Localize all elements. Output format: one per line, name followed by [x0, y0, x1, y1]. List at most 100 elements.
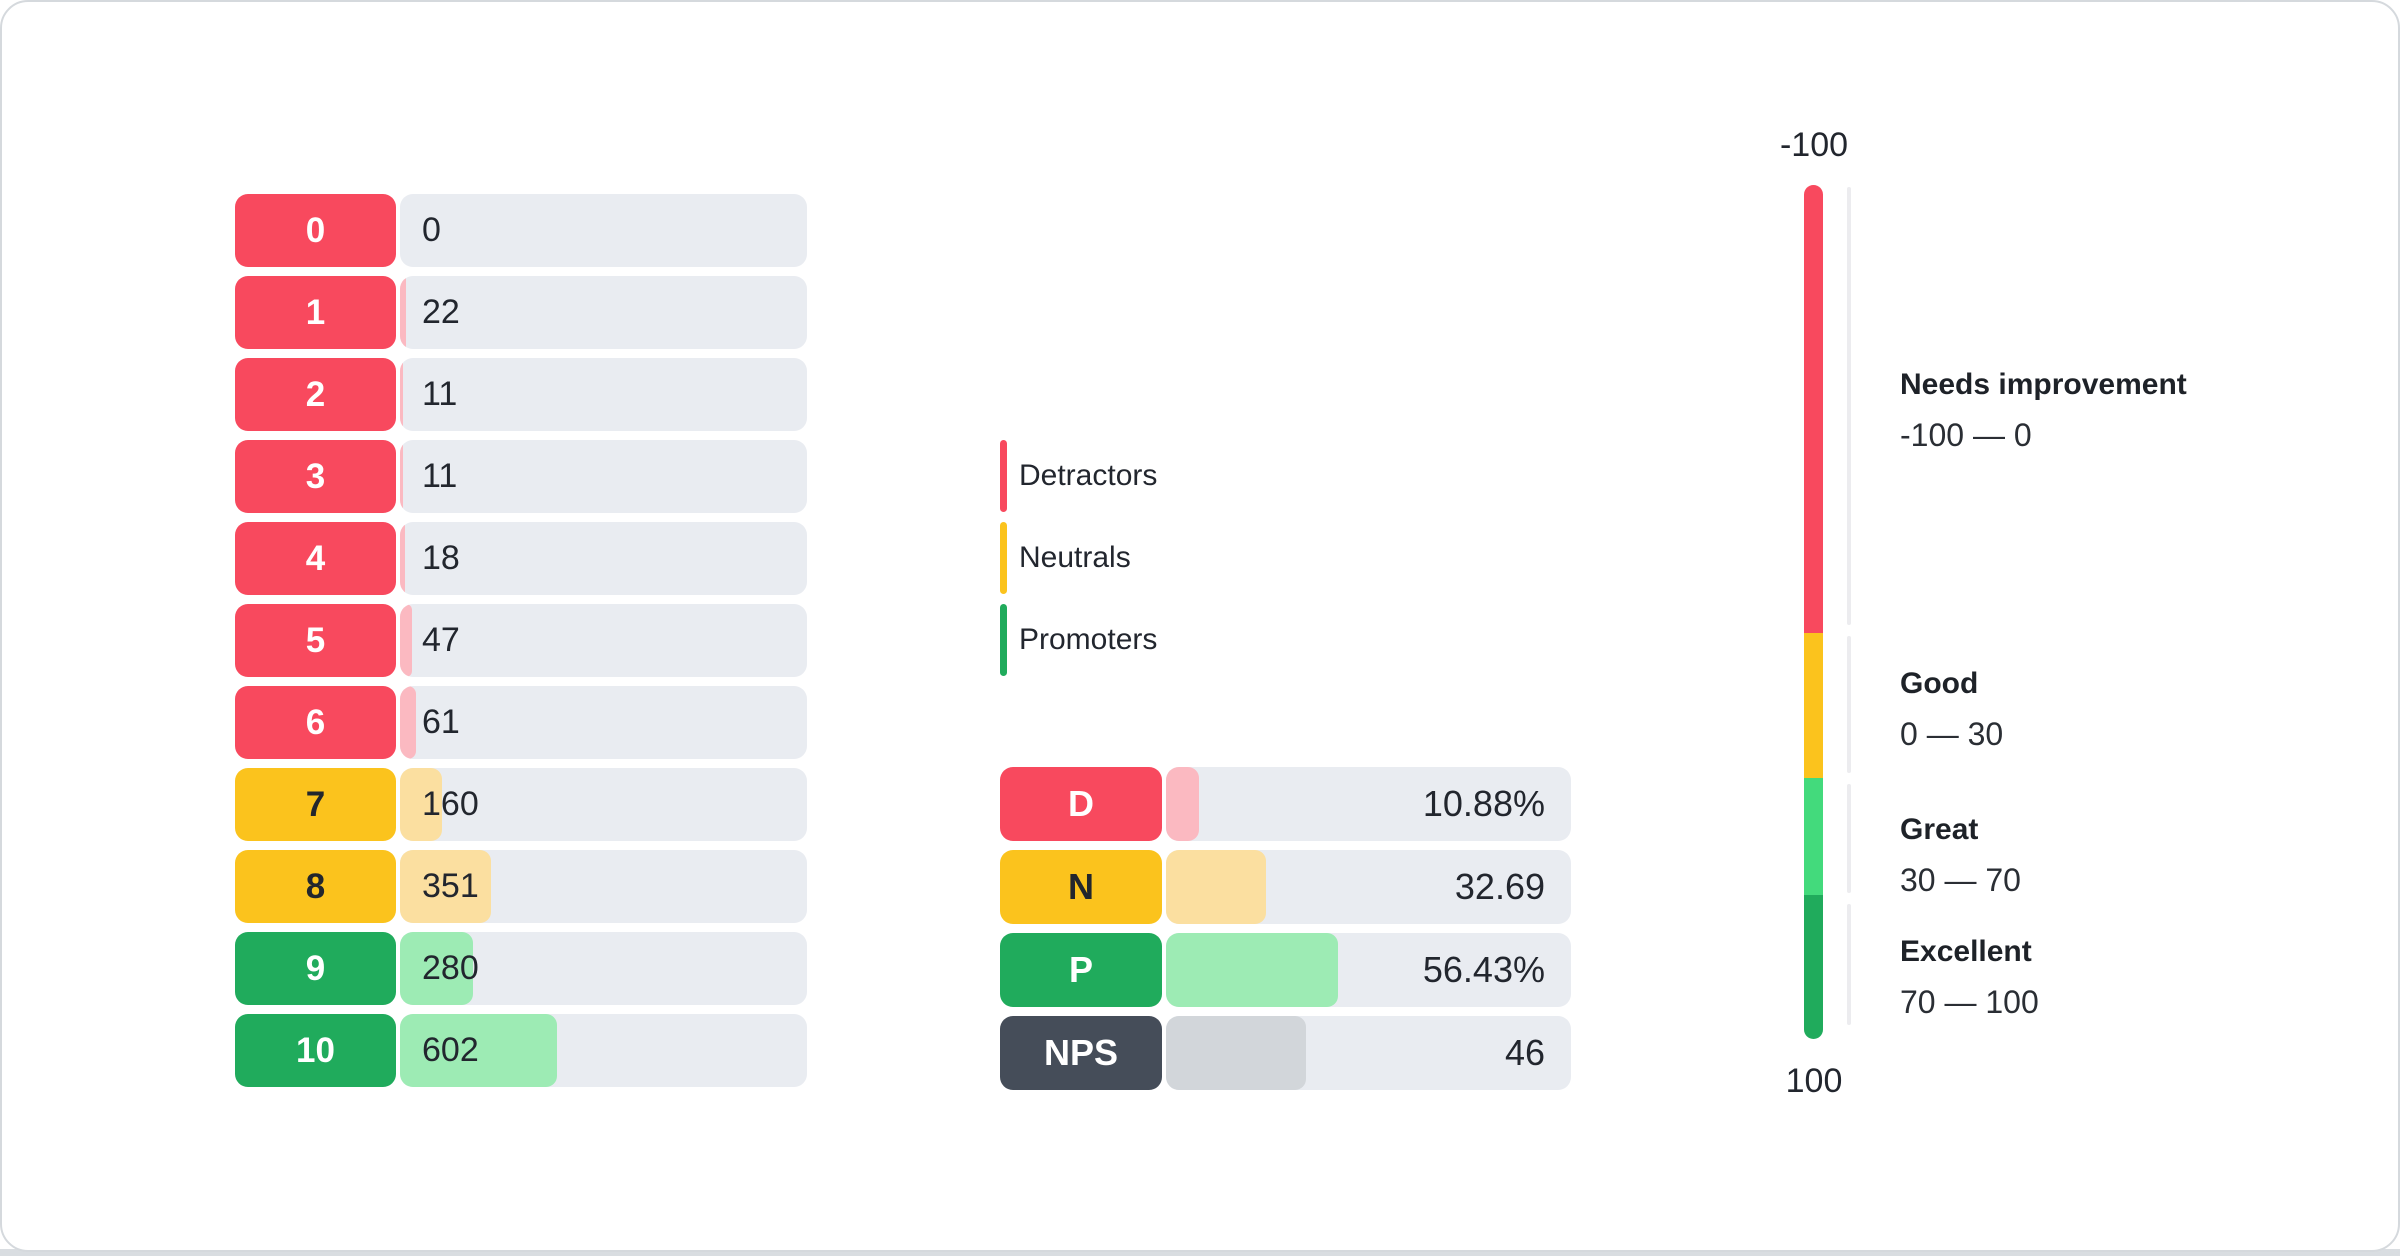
legend-label: Promoters: [1019, 623, 1158, 656]
score-track: 602: [400, 1014, 807, 1087]
gauge-bar: [1804, 185, 1823, 1039]
score-count: 351: [422, 867, 479, 905]
score-fill: [400, 1014, 557, 1087]
score-track: 0: [400, 194, 807, 267]
score-track: 61: [400, 686, 807, 759]
gauge-segment-needs-improvement: [1804, 185, 1823, 633]
score-count: 0: [422, 211, 441, 249]
score-badge: 9: [235, 932, 396, 1005]
score-row: 10 602: [235, 1014, 807, 1087]
summary-value: 32.69: [1454, 866, 1545, 907]
score-row: 4 18: [235, 522, 807, 595]
gauge-rail-segment: [1847, 904, 1851, 1025]
score-count: 18: [422, 539, 460, 577]
summary-value: 56.43%: [1422, 949, 1545, 990]
score-count: 11: [422, 375, 458, 413]
score-badge: 6: [235, 686, 396, 759]
score-track: 47: [400, 604, 807, 677]
score-badge: 5: [235, 604, 396, 677]
gauge-zone-label-good: Good 0 — 30: [1900, 664, 2003, 758]
score-row: 5 47: [235, 604, 807, 677]
promoters-swatch-icon: [1000, 604, 1007, 676]
summary-fill: [1166, 850, 1266, 924]
gauge-rail-segment: [1847, 187, 1851, 625]
score-track: 11: [400, 440, 807, 513]
score-track: 351: [400, 850, 807, 923]
score-badge: 10: [235, 1014, 396, 1087]
summary-fill: [1166, 1016, 1307, 1090]
score-track: 160: [400, 768, 807, 841]
score-row: 9 280: [235, 932, 807, 1005]
summary-row-detractors: D 10.88%: [1000, 767, 1571, 841]
gauge-segment-good: [1804, 633, 1823, 778]
summary-value: 46: [1504, 1032, 1545, 1073]
score-count: 11: [422, 457, 458, 495]
score-row: 2 11: [235, 358, 807, 431]
summary-track: 32.69: [1166, 850, 1571, 924]
score-track: 11: [400, 358, 807, 431]
score-row: 6 61: [235, 686, 807, 759]
score-badge: 0: [235, 194, 396, 267]
score-row: 8 351: [235, 850, 807, 923]
score-track: 22: [400, 276, 807, 349]
zone-title: Good: [1900, 667, 1979, 700]
score-fill: [400, 276, 406, 349]
score-fill: [400, 850, 492, 923]
legend-label: Detractors: [1019, 459, 1158, 492]
gauge-zone-label-excellent: Excellent 70 — 100: [1900, 932, 2039, 1026]
summary-track: 10.88%: [1166, 767, 1571, 841]
gauge-rail-segment: [1847, 784, 1851, 893]
zone-range: -100 — 0: [1900, 417, 2032, 453]
score-fill: [400, 440, 403, 513]
score-track: 18: [400, 522, 807, 595]
score-fill: [400, 686, 416, 759]
score-badge: 4: [235, 522, 396, 595]
score-fill: [400, 522, 405, 595]
summary-row-promoters: P 56.43%: [1000, 933, 1571, 1007]
summary-track: 56.43%: [1166, 933, 1571, 1007]
score-fill: [400, 932, 473, 1005]
summary-value: 10.88%: [1422, 783, 1545, 824]
summary-badge: D: [1000, 767, 1162, 841]
neutrals-swatch-icon: [1000, 522, 1007, 594]
summary-badge: NPS: [1000, 1016, 1162, 1090]
score-badge: 7: [235, 768, 396, 841]
legend: Detractors Neutrals Promoters: [1000, 440, 1157, 676]
gauge-segment-great: [1804, 778, 1823, 895]
score-badge: 8: [235, 850, 396, 923]
score-track: 280: [400, 932, 807, 1005]
zone-title: Needs improvement: [1900, 368, 2187, 401]
summary-row-neutrals: N 32.69: [1000, 850, 1571, 924]
legend-item-promoters: Promoters: [1000, 604, 1157, 676]
summary-fill: [1166, 767, 1200, 841]
summary-track: 46: [1166, 1016, 1571, 1090]
detractors-swatch-icon: [1000, 440, 1007, 512]
summary-badge: P: [1000, 933, 1162, 1007]
score-count: 47: [422, 621, 460, 659]
page-bottom-strip: [0, 1249, 2400, 1256]
score-badge: 1: [235, 276, 396, 349]
nps-summary-chart: D 10.88% N 32.69 P 56.43% NPS 46: [1000, 767, 1571, 1090]
score-distribution-chart: 0 0 1 22 2 11 3 11: [235, 194, 807, 1087]
score-count: 22: [422, 293, 460, 331]
gauge-rail-segment: [1847, 636, 1851, 773]
gauge-zone-label-great: Great 30 — 70: [1900, 810, 2021, 904]
score-count: 160: [422, 785, 479, 823]
score-count: 280: [422, 949, 479, 987]
legend-item-detractors: Detractors: [1000, 440, 1157, 512]
summary-row-nps: NPS 46: [1000, 1016, 1571, 1090]
score-count: 602: [422, 1031, 479, 1069]
score-fill: [400, 358, 403, 431]
zone-range: 0 — 30: [1900, 716, 2004, 752]
score-row: 1 22: [235, 276, 807, 349]
legend-item-neutrals: Neutrals: [1000, 522, 1157, 594]
zone-range: 70 — 100: [1900, 984, 2039, 1020]
score-count: 61: [422, 703, 460, 741]
zone-title: Excellent: [1900, 935, 2032, 968]
score-badge: 2: [235, 358, 396, 431]
zone-title: Great: [1900, 813, 1979, 846]
score-badge: 3: [235, 440, 396, 513]
summary-badge: N: [1000, 850, 1162, 924]
